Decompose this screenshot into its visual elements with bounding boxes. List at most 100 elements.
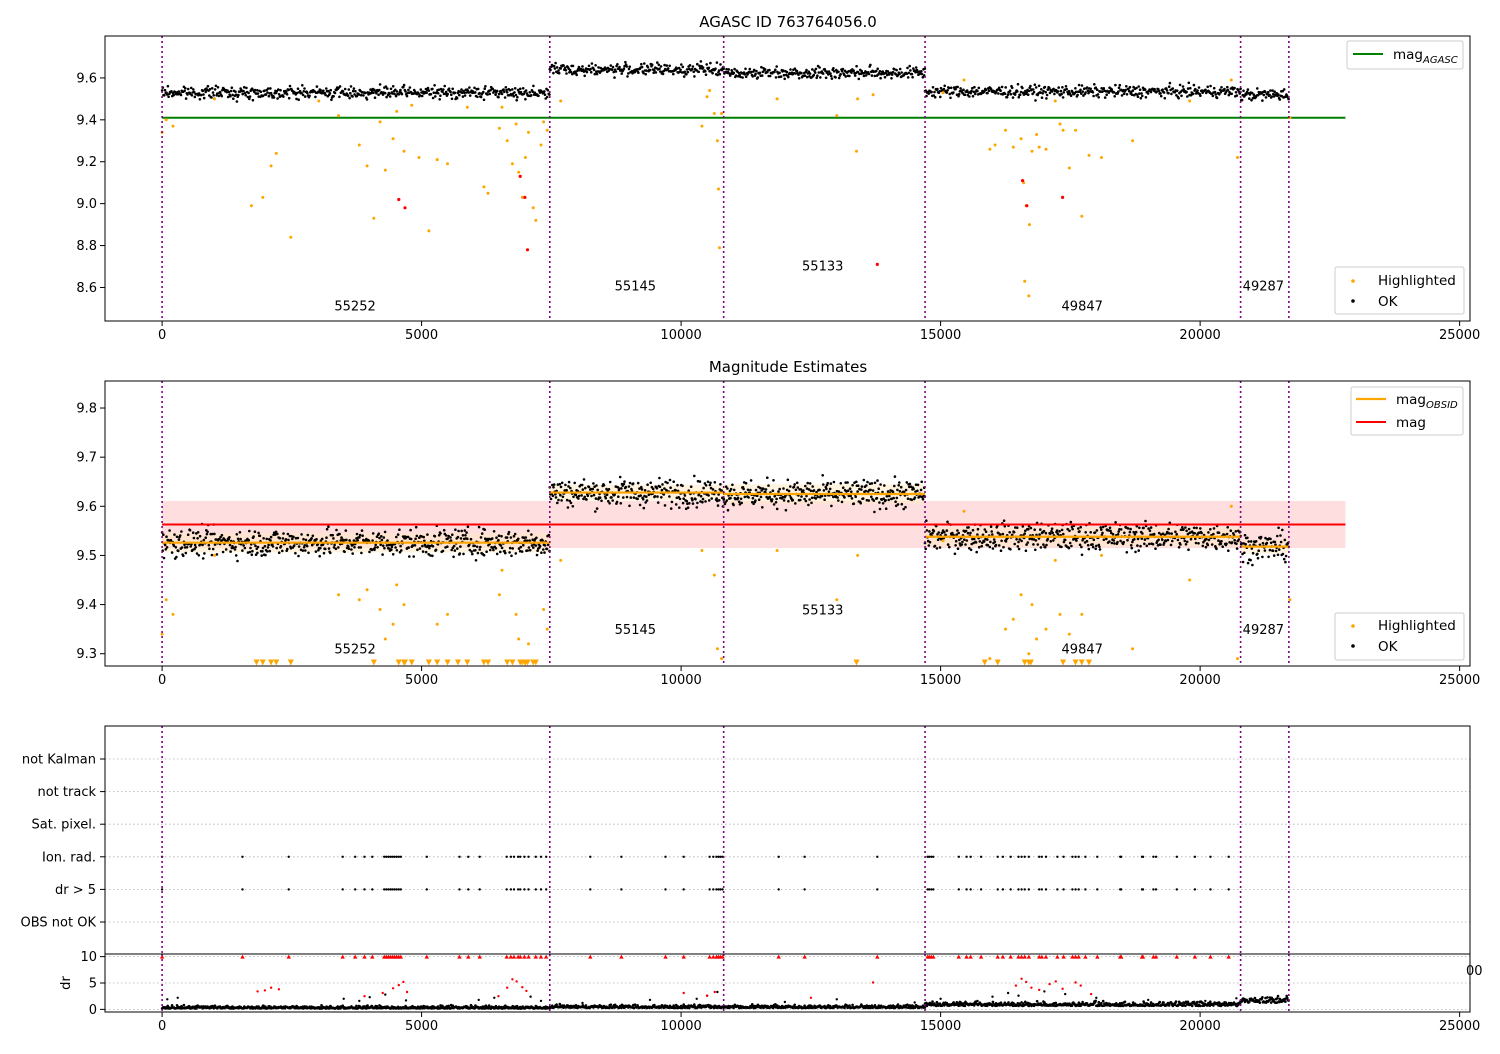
flag-point	[1152, 856, 1154, 858]
ok-point	[772, 479, 775, 482]
ok-point	[438, 88, 441, 91]
ok-point	[1279, 534, 1282, 537]
ok-point	[1094, 548, 1097, 551]
ok-point	[206, 531, 209, 534]
ok-point	[692, 502, 695, 505]
ok-point	[384, 531, 387, 534]
ok-point	[1033, 528, 1036, 531]
flag-point	[980, 856, 982, 858]
ok-point	[164, 544, 167, 547]
ok-point	[489, 93, 492, 96]
ok-point	[276, 533, 279, 536]
flag-point	[1041, 888, 1043, 890]
ok-point	[758, 498, 761, 501]
ok-point	[656, 61, 659, 64]
ok-point	[378, 532, 381, 535]
ok-point	[447, 537, 450, 540]
highlighted-point	[395, 583, 398, 586]
flag-point	[513, 888, 515, 890]
flag-point	[970, 888, 972, 890]
ok-point	[1006, 96, 1009, 99]
ok-point	[1121, 94, 1124, 97]
ok-point	[1172, 87, 1175, 90]
ok-point	[1056, 529, 1059, 532]
ok-point	[854, 495, 857, 498]
highlighted-point	[700, 549, 703, 552]
estimates-marker-legend: Highlighted OK	[1335, 613, 1464, 660]
ok-point	[641, 66, 644, 69]
ok-point	[1171, 540, 1174, 543]
ok-point	[1011, 87, 1014, 90]
ok-point	[212, 94, 215, 97]
ok-swatch	[1351, 644, 1355, 648]
ok-point	[1264, 91, 1267, 94]
ok-point	[808, 498, 811, 501]
ok-point	[236, 100, 239, 103]
ok-point	[329, 552, 332, 555]
legend-mag-obsid-subscript: OBSID	[1426, 400, 1458, 411]
ok-point	[1147, 92, 1150, 95]
ok-point	[381, 553, 384, 556]
ok-point	[414, 538, 417, 541]
highlighted-point	[161, 633, 164, 636]
flagged-point	[519, 175, 522, 178]
flag-point	[523, 888, 525, 890]
ok-point	[672, 480, 675, 483]
ok-point	[837, 71, 840, 74]
ok-point	[640, 63, 643, 66]
ok-point	[690, 485, 693, 488]
ok-point	[859, 502, 862, 505]
ok-point	[263, 89, 266, 92]
ok-point	[297, 87, 300, 90]
flag-point	[980, 888, 982, 890]
ok-point	[897, 503, 900, 506]
ok-point	[1275, 550, 1278, 553]
flag-point	[719, 888, 721, 890]
flag-point	[458, 856, 460, 858]
ok-point	[499, 551, 502, 554]
ok-point	[938, 90, 941, 93]
ok-point	[842, 68, 845, 71]
ok-point	[875, 70, 878, 73]
ok-point	[682, 66, 685, 69]
ok-point	[234, 548, 237, 551]
highlighted-point	[546, 129, 549, 132]
ok-point	[1236, 547, 1239, 550]
lower-limit-marker	[485, 660, 491, 666]
ok-point	[1287, 98, 1290, 101]
ok-point	[946, 91, 949, 94]
ok-point	[1051, 532, 1054, 535]
ok-point	[1133, 538, 1136, 541]
ok-point	[1087, 544, 1090, 547]
ok-point	[1043, 530, 1046, 533]
ok-point	[656, 495, 659, 498]
ok-point	[204, 536, 207, 539]
ok-point	[881, 491, 884, 494]
ok-point	[1046, 538, 1049, 541]
ok-point	[696, 63, 699, 66]
ok-point	[1225, 543, 1228, 546]
ok-point	[496, 90, 499, 93]
ok-point	[1202, 545, 1205, 548]
flag-point	[1041, 856, 1043, 858]
highlighted-point	[527, 642, 530, 645]
flag-point	[1176, 888, 1178, 890]
ok-point	[398, 93, 401, 96]
flag-point	[1194, 888, 1196, 890]
ok-point	[916, 490, 919, 493]
ok-point	[804, 74, 807, 77]
ok-point	[173, 533, 176, 536]
ok-point	[202, 90, 205, 93]
ok-point	[503, 91, 506, 94]
ok-point	[264, 554, 267, 557]
ok-point	[366, 98, 369, 101]
highlighted-point	[776, 97, 779, 100]
legend-mag-obsid-text: mag	[1396, 392, 1426, 408]
ok-point	[439, 94, 442, 97]
ok-point	[920, 481, 923, 484]
ok-point	[1220, 540, 1223, 543]
ok-point	[846, 481, 849, 484]
flag-point	[400, 888, 402, 890]
ok-point	[1190, 538, 1193, 541]
ok-point	[825, 488, 828, 491]
